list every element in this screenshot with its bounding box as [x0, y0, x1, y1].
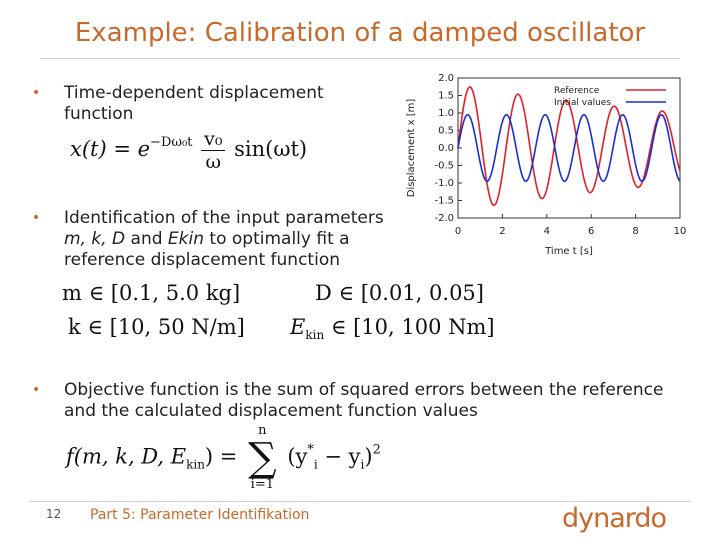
x-tick-label: 10: [674, 226, 687, 237]
legend-label: Reference: [554, 86, 600, 96]
bullet-dot-icon: •: [32, 85, 41, 101]
footer-divider: [30, 501, 690, 502]
y-tick-label: -1.5: [434, 196, 454, 207]
title-divider: [40, 58, 680, 59]
displacement-chart: 2.0 1.5 1.0 0.5 0.0 -0.5 -1.0 -1.5 -2.00 2 4 6 8 10 Ti…: [406, 74, 687, 257]
range-D: D ∈ [0.01, 0.05]: [315, 281, 484, 305]
x-tick-label: 0: [455, 226, 461, 237]
y-tick-label: -0.5: [434, 161, 454, 172]
range-k: k ∈ [10, 50 N/m]: [68, 315, 245, 339]
legend-label: Initial values: [554, 98, 611, 108]
formula-denominator: ω: [205, 151, 222, 173]
series-line-2: [457, 113, 681, 183]
bullet-dot-icon: •: [32, 210, 41, 226]
slide-title: Example: Calibration of a damped oscilla…: [74, 18, 646, 48]
y-tick-label: 2.0: [438, 74, 454, 84]
bullet-text: Identification of the input parameters m…: [64, 208, 384, 270]
formula-lhs: x(t) = e: [70, 137, 151, 161]
formula-rhs: sin(ωt): [234, 137, 308, 161]
y-tick-label: 1.0: [438, 108, 454, 119]
x-axis-label: Time t [s]: [544, 246, 593, 257]
bullet-text: Objective function is the sum of squared…: [64, 380, 664, 421]
x-tick-label: 6: [588, 226, 594, 237]
range-ekin: Ekin ∈ [10, 100 Nm]: [290, 315, 495, 342]
range-m: m ∈ [0.1, 5.0 kg]: [62, 281, 241, 305]
y-tick-label: -2.0: [434, 213, 454, 224]
x-tick-label: 2: [499, 226, 505, 237]
objective-formula: f(m, k, D, Ekin) = n ∑ i=1 (y*i − yi)2: [66, 423, 381, 492]
y-tick-label: 0.0: [438, 143, 454, 154]
bullet-text: Time-dependent displacement function: [64, 83, 324, 124]
bullet-dot-icon: •: [32, 382, 41, 398]
formula-numerator: v₀: [201, 128, 226, 151]
y-tick-label: 1.5: [438, 91, 454, 102]
x-tick-label: 8: [632, 226, 638, 237]
footer-text: Part 5: Parameter Identifikation: [90, 507, 310, 523]
sum-operator: n ∑ i=1: [248, 423, 277, 492]
dynardo-logo: dynardo: [562, 503, 668, 534]
y-axis-label: Displacement x [m]: [406, 99, 417, 198]
formula-fraction: v₀ ω: [201, 128, 226, 173]
x-tick-label: 4: [544, 226, 550, 237]
y-tick-label: 0.5: [438, 126, 454, 137]
y-tick-label: -1.0: [434, 178, 454, 189]
logo-text: dynardo: [562, 503, 667, 534]
displacement-formula: x(t) = e−Dω₀t v₀ ω sin(ωt): [70, 128, 307, 173]
formula-exponent: −Dω₀t: [150, 135, 193, 150]
page-number: 12: [46, 507, 62, 521]
